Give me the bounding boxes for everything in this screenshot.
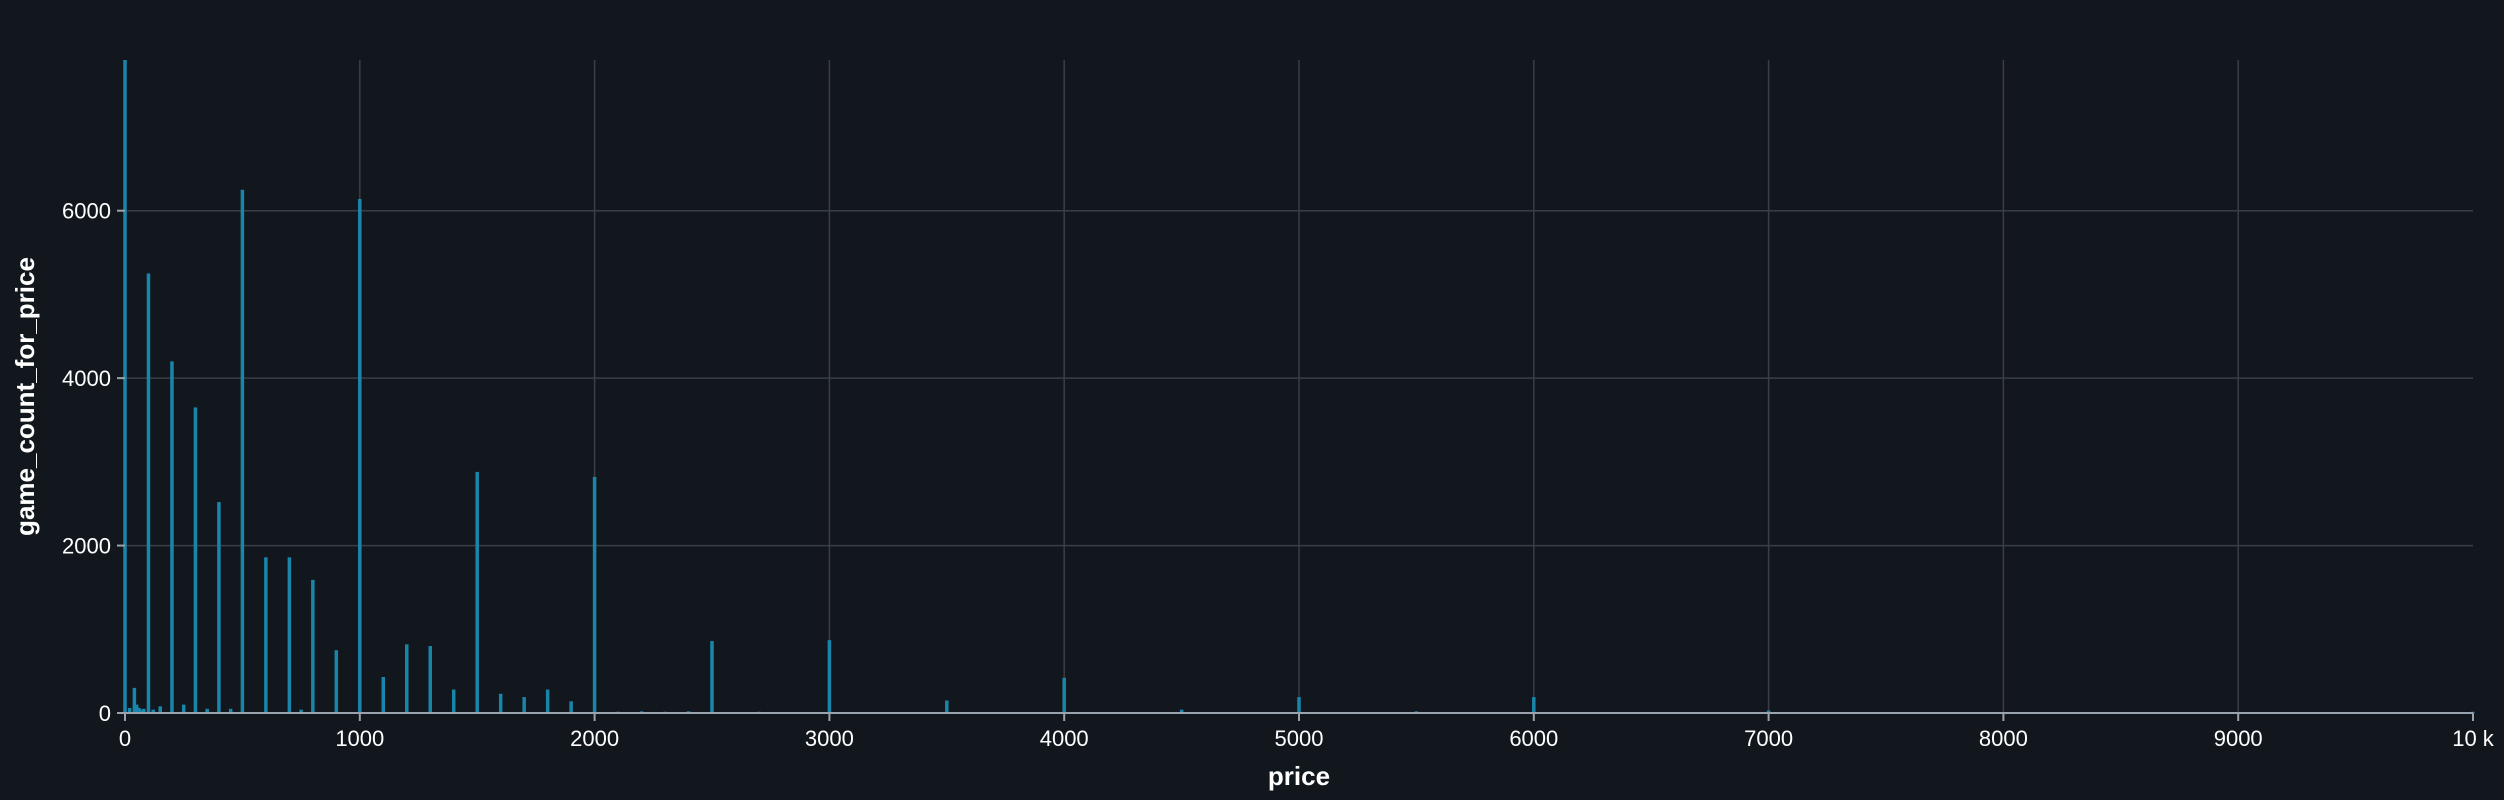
bar	[158, 706, 162, 713]
bar	[545, 689, 550, 713]
y-tick-label: 0	[99, 701, 111, 726]
bar	[139, 709, 144, 713]
y-tick-label: 2000	[62, 534, 111, 559]
bar	[498, 693, 503, 713]
bar	[475, 471, 479, 713]
bar	[1062, 677, 1066, 713]
bar	[592, 476, 597, 713]
bar	[170, 361, 174, 713]
bars	[123, 60, 2475, 713]
x-tick-label: 9000	[2214, 726, 2263, 751]
x-tick-label: 7000	[1744, 726, 1793, 751]
bar	[123, 60, 127, 713]
bar	[146, 273, 151, 713]
x-tick-label: 2000	[570, 726, 619, 751]
y-ticks: 0 2000 4000 6000	[62, 199, 125, 726]
bar	[522, 697, 526, 713]
x-tick-label: 10 k	[2452, 726, 2495, 751]
bar	[137, 707, 141, 713]
bar	[240, 189, 245, 713]
bar	[264, 557, 268, 713]
bar	[134, 704, 139, 713]
y-tick-label: 4000	[62, 366, 111, 391]
x-ticks: 0 1000 2000 3000 4000 5000 6000 7000 8000 9000 10 …	[119, 713, 2495, 751]
bar	[451, 689, 456, 713]
bar	[217, 502, 221, 713]
x-tick-label: 8000	[1979, 726, 2028, 751]
bar	[127, 707, 132, 713]
bar	[358, 198, 362, 713]
bar	[710, 641, 714, 713]
bar	[151, 709, 155, 713]
bar	[1179, 709, 1184, 713]
x-tick-label: 5000	[1275, 726, 1324, 751]
x-tick-label: 3000	[805, 726, 854, 751]
bar	[132, 687, 137, 713]
x-tick-label: 1000	[335, 726, 384, 751]
bar	[428, 646, 432, 713]
bar	[1766, 710, 1771, 713]
x-tick-label: 6000	[1509, 726, 1558, 751]
bar	[311, 579, 315, 713]
bar	[334, 650, 339, 713]
bar	[205, 708, 209, 713]
x-tick-label: 4000	[1040, 726, 1089, 751]
bar	[299, 709, 303, 713]
bar	[405, 644, 409, 713]
bar	[181, 704, 186, 713]
grid-lines	[125, 60, 2473, 713]
y-axis-title: game_count_for_price	[10, 257, 40, 536]
bar	[142, 708, 146, 713]
bar	[381, 677, 386, 713]
bar	[945, 700, 949, 713]
bar	[287, 557, 292, 713]
bar	[827, 640, 832, 713]
y-tick-label: 6000	[62, 199, 111, 224]
x-tick-label: 0	[119, 726, 131, 751]
bar	[1297, 697, 1301, 713]
bar	[569, 701, 573, 713]
bar	[1532, 697, 1536, 713]
bar	[193, 407, 198, 713]
x-axis-title: price	[1268, 761, 1330, 791]
bar	[228, 708, 233, 713]
